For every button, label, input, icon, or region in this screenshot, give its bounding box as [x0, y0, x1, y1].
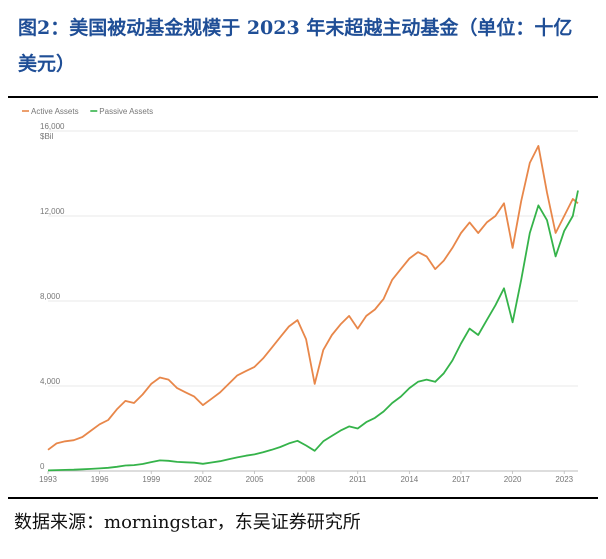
line-chart: 0 4,000 8,000 12,000 16,000$Bil 1993 1996 1999 2… — [22, 107, 579, 484]
series-line-active-assets — [47, 145, 579, 451]
y-unit-label: $Bil — [40, 132, 54, 141]
x-tick-label: 2023 — [555, 475, 573, 484]
x-tick-label: 1993 — [39, 475, 57, 484]
x-tick-label: 1996 — [91, 475, 109, 484]
y-tick-label: 8,000 — [40, 292, 61, 301]
x-tick-label: 2014 — [400, 475, 418, 484]
axis-layer: 0 4,000 8,000 12,000 16,000$Bil 1993 1996 1999 2… — [39, 122, 578, 484]
y-tick-label: 4,000 — [40, 377, 61, 386]
chart-title: 图2：美国被动基金规模于 2023 年末超越主动基金（单位：十亿美元） — [18, 17, 573, 75]
x-tick-label: 2011 — [349, 475, 367, 484]
x-tick-label: 1999 — [142, 475, 160, 484]
y-tick-label: 16,000 — [40, 122, 65, 131]
x-tick-label: 2005 — [246, 475, 264, 484]
x-tick-label: 2017 — [452, 475, 470, 484]
legend-label: Passive Assets — [99, 107, 153, 116]
x-tick-label: 2002 — [194, 475, 212, 484]
top-rule — [8, 96, 598, 98]
y-tick-label: 0 — [40, 462, 45, 471]
x-tick-label: 2008 — [297, 475, 315, 484]
source-note: 数据来源：morningstar，东吴证券研究所 — [14, 512, 361, 533]
series-layer — [47, 145, 579, 472]
legend: Active Assets Passive Assets — [22, 107, 153, 116]
legend-label: Active Assets — [31, 107, 79, 116]
x-tick-label: 2020 — [504, 475, 522, 484]
series-line-passive-assets — [47, 190, 579, 472]
y-tick-label: 12,000 — [40, 207, 65, 216]
bottom-rule — [8, 497, 598, 499]
